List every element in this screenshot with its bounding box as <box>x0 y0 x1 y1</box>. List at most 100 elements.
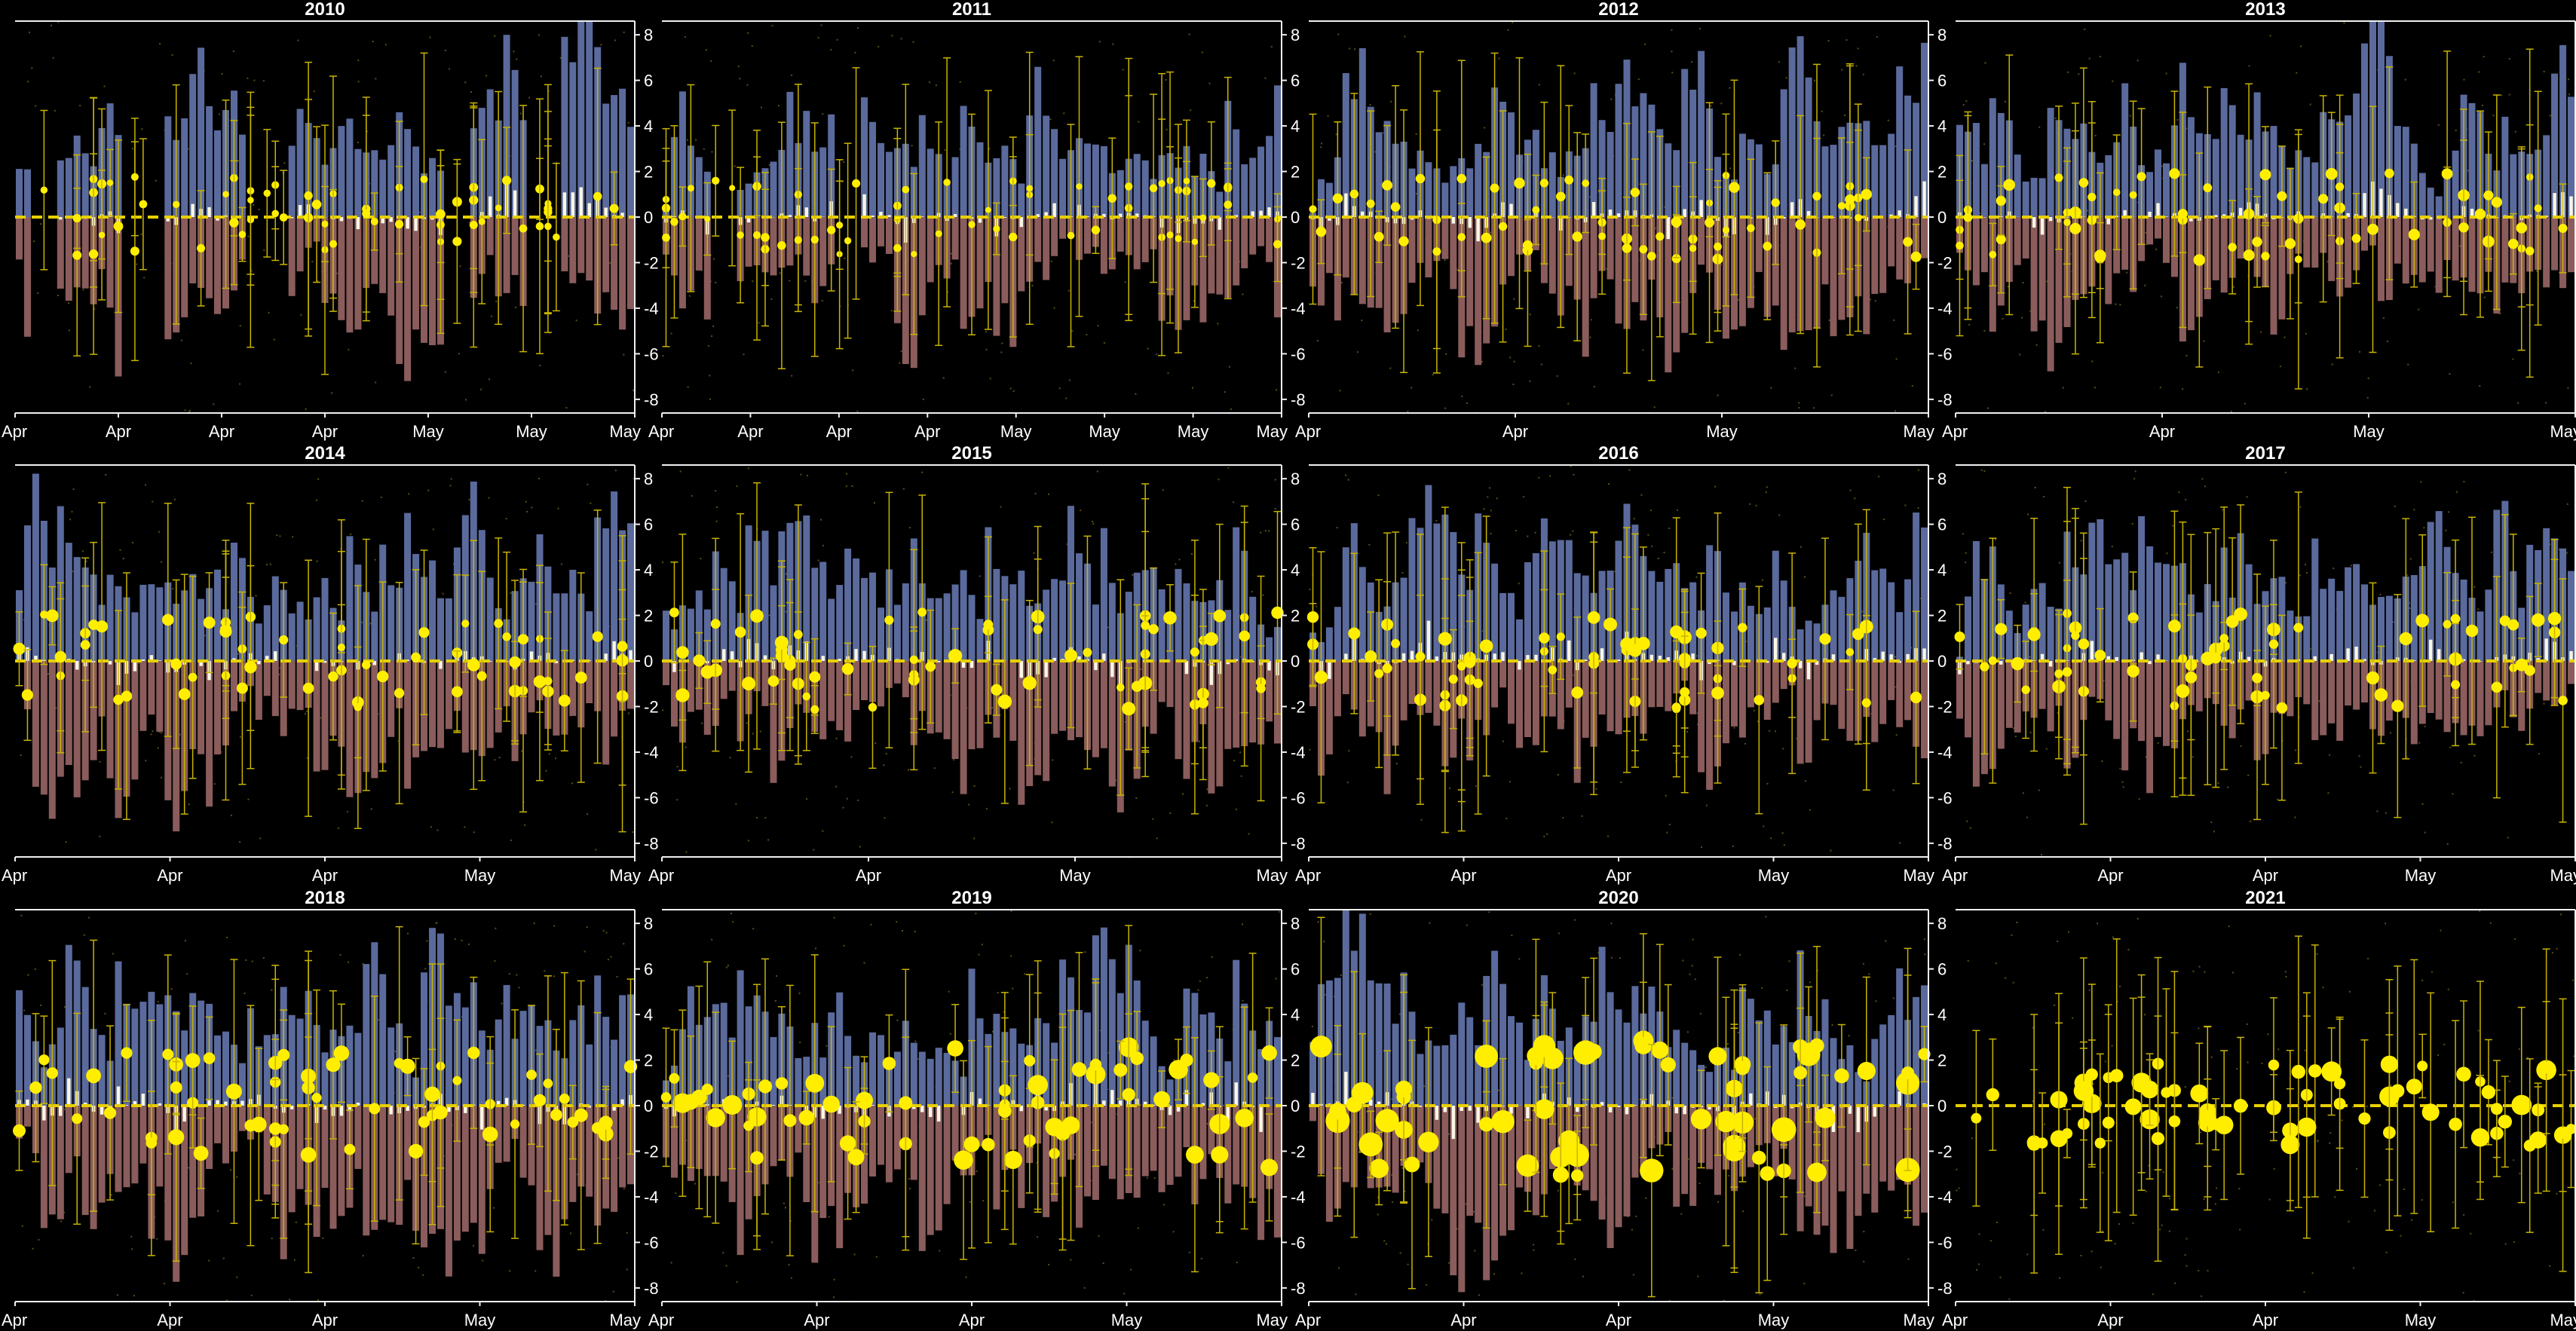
noise-dot <box>491 315 493 317</box>
negative-bar <box>1001 217 1009 304</box>
noise-dot <box>279 535 281 537</box>
noise-dot <box>1156 353 1158 356</box>
positive-bar <box>577 21 585 217</box>
data-point <box>40 610 48 619</box>
noise-dot <box>1456 268 1459 271</box>
positive-bar <box>1257 146 1265 217</box>
negative-bar <box>2155 661 2161 737</box>
noise-dot <box>1651 545 1653 547</box>
net-bar <box>604 207 608 217</box>
data-point <box>2167 620 2181 633</box>
positive-bar <box>1325 627 1333 661</box>
x-tick-label: May <box>516 422 547 441</box>
net-bar <box>1019 661 1023 678</box>
noise-dot <box>1969 827 1971 829</box>
noise-dot <box>468 222 470 224</box>
positive-bar <box>2146 172 2154 217</box>
noise-dot <box>1696 712 1698 714</box>
noise-dot <box>1242 293 1244 295</box>
negative-bar <box>1141 217 1149 262</box>
noise-dot <box>2514 130 2516 133</box>
net-bar <box>1732 661 1736 666</box>
data-point <box>13 642 26 655</box>
noise-dot <box>1321 142 1322 145</box>
noise-dot <box>1761 579 1763 581</box>
negative-bar <box>1863 217 1870 335</box>
positive-bar <box>148 584 155 661</box>
negative-bar <box>2485 661 2492 726</box>
negative-bar <box>1904 661 1912 721</box>
positive-bar <box>1358 567 1366 661</box>
net-bar <box>1906 653 1910 661</box>
negative-bar <box>2005 661 2013 728</box>
noise-dot <box>2448 511 2449 513</box>
data-point <box>1705 217 1715 228</box>
negative-bar <box>951 217 959 260</box>
net-bar <box>1468 217 1472 228</box>
data-point <box>476 671 487 681</box>
noise-dot <box>2045 748 2048 750</box>
noise-dot <box>1461 395 1463 397</box>
data-point <box>574 672 587 684</box>
positive-bar <box>445 598 452 661</box>
negative-bar <box>1796 661 1804 764</box>
data-point <box>219 625 232 638</box>
negative-bar <box>2303 661 2311 705</box>
x-tick-label: Apr <box>209 422 234 441</box>
y-tick-label: 6 <box>1291 72 1300 90</box>
noise-dot <box>369 623 372 625</box>
net-bar <box>1003 217 1007 218</box>
positive-bar <box>2320 589 2327 661</box>
noise-dot <box>1228 366 1230 368</box>
noise-dot <box>2005 100 2006 103</box>
noise-dot <box>2463 78 2465 81</box>
positive-bar <box>131 612 139 661</box>
positive-bar <box>1108 583 1116 661</box>
positive-bar <box>313 597 320 661</box>
positive-bar <box>2485 589 2492 661</box>
negative-bar <box>214 661 221 754</box>
noise-dot <box>1274 508 1276 510</box>
data-point <box>742 676 756 691</box>
data-point <box>1996 234 2006 245</box>
noise-dot <box>1512 21 1514 23</box>
noise-dot <box>2094 134 2097 136</box>
negative-bar <box>1233 661 1240 748</box>
noise-dot <box>2247 774 2250 776</box>
data-point <box>45 609 59 623</box>
positive-bar <box>586 21 593 217</box>
positive-bar <box>761 531 769 661</box>
noise-dot <box>2407 363 2409 366</box>
net-bar <box>1086 216 1089 217</box>
positive-bar <box>869 572 876 661</box>
negative-bar <box>288 661 296 709</box>
noise-dot <box>538 34 540 36</box>
noise-dot <box>2481 104 2483 106</box>
noise-dot <box>565 407 568 409</box>
positive-bar <box>1051 579 1058 661</box>
noise-dot <box>856 410 859 412</box>
negative-bar <box>836 661 844 730</box>
positive-bar <box>2394 126 2401 217</box>
negative-bar <box>2278 217 2286 320</box>
data-point <box>1148 624 1159 635</box>
noise-dot <box>2350 565 2352 567</box>
noise-dot <box>789 280 791 282</box>
noise-dot <box>539 365 541 366</box>
net-bar <box>969 661 974 669</box>
noise-dot <box>712 326 715 327</box>
noise-dot <box>2227 786 2229 788</box>
noise-dot <box>2129 115 2131 117</box>
net-bar <box>2544 638 2548 661</box>
data-point <box>106 179 114 186</box>
data-point <box>2491 197 2502 208</box>
noise-dot <box>150 733 152 736</box>
noise-dot <box>357 81 360 83</box>
noise-dot <box>247 77 249 79</box>
noise-dot <box>429 36 431 38</box>
data-point <box>197 243 206 252</box>
noise-dot <box>2131 523 2133 525</box>
positive-bar <box>2510 154 2517 217</box>
